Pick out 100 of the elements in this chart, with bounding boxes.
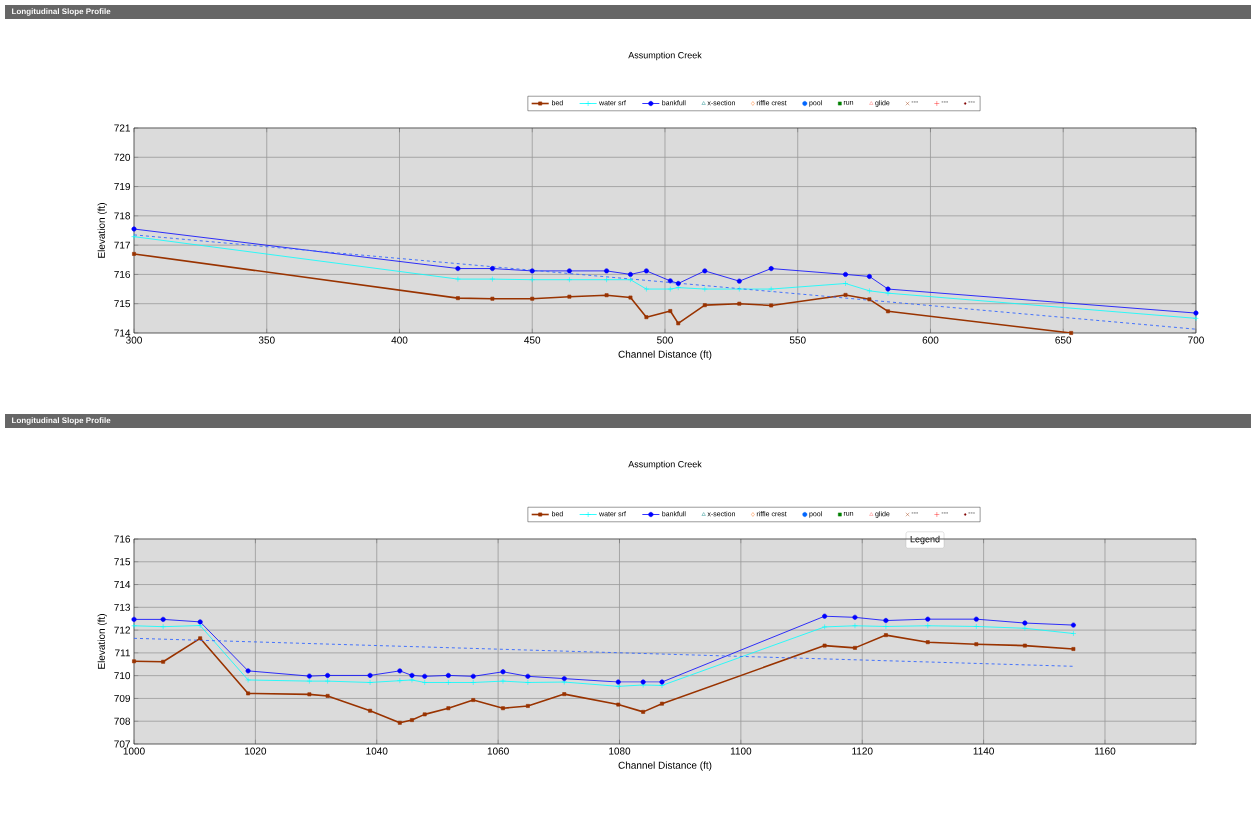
point <box>397 720 402 725</box>
x-tick-label: 1060 <box>487 747 509 755</box>
point <box>245 677 251 683</box>
point <box>643 268 649 274</box>
point <box>132 252 136 256</box>
x-tick-label: 1100 <box>730 747 752 755</box>
point <box>822 613 828 619</box>
x-tick-label: 500 <box>657 336 673 344</box>
chart-subtitle: Assumption Creek <box>628 51 702 61</box>
y-tick-label: 710 <box>114 672 131 680</box>
point <box>885 290 891 296</box>
point <box>160 616 166 622</box>
point <box>866 273 872 279</box>
point <box>455 266 461 272</box>
point <box>397 677 403 684</box>
point <box>768 266 774 272</box>
point <box>132 659 136 664</box>
point <box>768 286 774 292</box>
y-axis-title: Elevation (ft) <box>97 614 107 669</box>
y-tick-label: 718 <box>114 212 131 220</box>
x-tick-label: 350 <box>258 336 275 344</box>
point <box>367 672 373 678</box>
point <box>470 673 476 679</box>
point <box>643 286 650 292</box>
point <box>675 281 681 286</box>
point <box>1071 647 1076 651</box>
point <box>422 712 427 717</box>
x-tick-label: 1120 <box>852 747 873 755</box>
y-tick-label: 716 <box>114 270 131 278</box>
point <box>421 679 428 686</box>
point <box>615 683 622 690</box>
point <box>702 268 708 274</box>
point <box>445 672 451 678</box>
point <box>131 226 137 232</box>
point <box>161 659 166 664</box>
y-tick-label: 715 <box>114 300 131 308</box>
x-tick-label: 550 <box>789 336 806 344</box>
x-tick-label: 1000 <box>123 747 145 755</box>
point <box>1069 331 1074 335</box>
point <box>471 698 476 702</box>
point <box>1193 310 1199 316</box>
x-axis-title: Channel Distance (ft) <box>618 350 712 360</box>
y-tick-label: 716 <box>114 535 131 543</box>
point <box>1022 620 1028 626</box>
point <box>974 642 979 647</box>
point <box>245 668 251 674</box>
x-tick-label: 650 <box>1055 336 1072 344</box>
x-tick-label: 1160 <box>1095 747 1116 755</box>
point <box>160 623 166 630</box>
point <box>604 293 609 298</box>
point <box>737 301 742 306</box>
point <box>924 622 931 629</box>
x-tick-label: 300 <box>126 336 142 344</box>
text: Longitudinal Slope Profile <box>12 417 111 425</box>
point <box>973 623 980 630</box>
x-tick-label: 600 <box>922 336 939 344</box>
point <box>131 616 137 622</box>
point <box>885 286 891 292</box>
point <box>525 673 531 679</box>
point <box>852 622 858 629</box>
x-tick-label: 450 <box>524 336 541 344</box>
y-tick-label: 713 <box>114 603 131 611</box>
point <box>246 691 250 696</box>
point <box>409 677 415 683</box>
point <box>883 623 889 630</box>
point <box>660 701 664 706</box>
point <box>490 296 495 301</box>
point <box>470 679 477 686</box>
y-tick-label: 714 <box>114 329 131 337</box>
x-tick-label: 700 <box>1188 336 1204 344</box>
point <box>409 672 415 678</box>
point <box>843 271 849 277</box>
y-tick-label: 719 <box>114 183 131 191</box>
text: Longitudinal Slope Profile <box>12 8 111 16</box>
point <box>197 619 203 625</box>
point <box>667 286 674 292</box>
point <box>1022 625 1028 632</box>
point <box>500 678 506 684</box>
point <box>566 276 573 283</box>
point <box>455 276 461 282</box>
point <box>867 297 872 302</box>
y-tick-label: 715 <box>114 558 131 566</box>
point <box>325 672 331 678</box>
y-tick-label: 711 <box>115 649 130 657</box>
point <box>821 624 828 630</box>
point <box>368 708 372 713</box>
point <box>883 618 889 624</box>
x-axis-title: Channel Distance (ft) <box>618 761 712 771</box>
point <box>822 643 827 648</box>
point <box>306 678 313 684</box>
point <box>445 679 452 686</box>
y-tick-label: 717 <box>114 241 130 249</box>
point <box>529 276 536 283</box>
point <box>410 718 414 722</box>
point <box>886 309 890 314</box>
annotation: Legend <box>910 535 940 545</box>
point <box>615 679 621 685</box>
point <box>562 692 567 697</box>
point <box>604 268 610 274</box>
x-tick-label: 1140 <box>973 747 994 755</box>
